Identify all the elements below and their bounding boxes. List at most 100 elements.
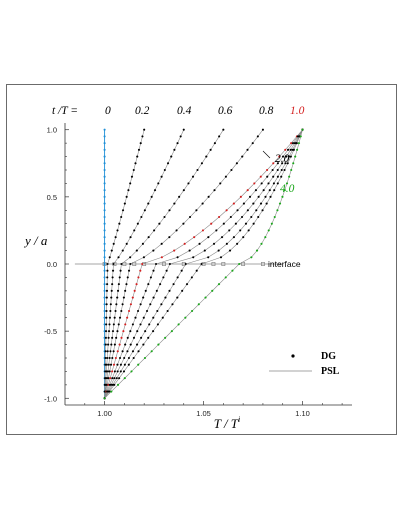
- dg-point-t-0_6: [168, 209, 171, 212]
- dg-point-t-1_2: [111, 377, 114, 380]
- dg-point-t-0_4: [109, 309, 112, 313]
- dg-point-t-0_4: [166, 162, 170, 165]
- dg-point-t-1_4: [246, 209, 249, 212]
- dg-point-t-4_0: [292, 162, 295, 165]
- dg-point-t-0_4: [107, 330, 111, 333]
- dg-point-t-0_2: [108, 256, 111, 259]
- dg-point-t-2_0: [236, 242, 239, 245]
- dg-point-t-1_4: [155, 289, 158, 292]
- dg-point-t-0_6: [182, 189, 185, 192]
- dg-point-t-4_0: [270, 222, 273, 225]
- dg-point-t-0_4: [147, 202, 150, 205]
- dg-point-t-0_8: [246, 148, 249, 151]
- dg-point-t-1_0: [137, 276, 140, 279]
- dg-point-t-4_0: [255, 249, 259, 252]
- dg-point-t-1_6: [152, 316, 155, 319]
- dg-point-t-0: [103, 209, 106, 212]
- dg-point-t-1_4: [192, 256, 195, 259]
- label-pointer-2_0: [262, 150, 271, 159]
- dg-point-t-1_0: [290, 142, 293, 145]
- dg-point-t-1_4: [145, 309, 149, 313]
- dg-point-t-1_0: [201, 229, 204, 232]
- dg-point-t-0_4: [163, 168, 166, 172]
- dg-point-t-0: [103, 242, 106, 245]
- dg-point-t-1_2: [276, 162, 279, 165]
- dg-point-t-1_0: [218, 215, 221, 219]
- dg-point-t-0_2: [112, 242, 115, 245]
- dg-point-t-2_0: [156, 323, 159, 326]
- dg-point-t-4_0: [184, 316, 187, 319]
- dg-point-t-0_2: [130, 175, 134, 178]
- dg-point-t-1_0: [225, 209, 228, 212]
- dg-point-t-0_8: [213, 189, 216, 192]
- dg-point-t-0_2: [104, 356, 107, 360]
- dg-point-t-0: [103, 249, 106, 252]
- dg-point-t-0_2: [143, 128, 146, 131]
- dg-point-t-4_0: [211, 289, 214, 292]
- x-axis-title: T / Ti: [214, 415, 241, 431]
- dg-point-t-2_0: [108, 390, 111, 393]
- dg-point-t-4_0: [137, 363, 140, 366]
- dg-point-t-1_2: [236, 209, 239, 212]
- dg-point-t-2_0: [219, 256, 223, 259]
- legend-psl-label: PSL: [321, 366, 340, 377]
- dg-point-t-1_4: [126, 350, 129, 353]
- dg-point-t-0_8: [175, 229, 178, 232]
- dg-point-t-0_6: [118, 276, 121, 279]
- dg-point-t-1_6: [259, 202, 263, 205]
- dg-point-t-0: [103, 309, 106, 313]
- y-tick-label: 0.5: [47, 193, 57, 202]
- dg-point-t-2_0: [137, 350, 140, 353]
- dg-point-t-0_2: [137, 148, 141, 151]
- dg-point-t-0_4: [105, 370, 108, 373]
- dg-point-t-0_2: [104, 363, 107, 366]
- dg-point-t-1_0: [133, 289, 136, 292]
- dg-point-t-0_4: [173, 148, 176, 151]
- dg-point-t-1_2: [266, 175, 269, 178]
- dg-point-t-1_4: [149, 303, 152, 306]
- dg-point-t-0_8: [109, 363, 113, 366]
- dg-point-t-0: [103, 289, 106, 292]
- dg-point-t-2_0: [261, 209, 264, 212]
- dg-point-t-0: [103, 189, 106, 192]
- dg-point-t-0_2: [105, 330, 108, 333]
- dg-point-t-1_0: [120, 336, 123, 339]
- curve-label-t-0: 0: [105, 105, 111, 117]
- dg-point-t-4_0: [204, 296, 207, 299]
- dg-point-t-4_0: [273, 215, 276, 219]
- dg-point-t-1_2: [188, 249, 191, 252]
- dg-point-t-4_0: [157, 343, 160, 346]
- dg-point-t-0: [103, 168, 106, 172]
- dg-point-t-0: [103, 262, 106, 266]
- dg-point-t-1_2: [144, 289, 147, 292]
- dg-point-t-2_0: [171, 303, 174, 306]
- dg-point-t-1_6: [148, 323, 151, 326]
- dg-point-t-2_0: [292, 148, 295, 151]
- dg-point-t-1_4: [267, 182, 270, 185]
- dg-point-t-4_0: [110, 390, 113, 393]
- dg-point-t-4_0: [103, 397, 106, 400]
- x-tick-label: 1.05: [196, 409, 211, 418]
- dg-point-t-1_6: [264, 195, 267, 198]
- dg-point-t-1_4: [162, 276, 165, 279]
- dg-point-t-4_0: [283, 189, 286, 192]
- dg-point-t-4_0: [238, 262, 241, 266]
- dg-point-t-1_0: [259, 175, 262, 178]
- dg-point-t-1_4: [240, 215, 244, 219]
- dg-point-t-1_6: [250, 215, 253, 219]
- dg-point-t-1_0: [232, 202, 235, 205]
- dg-point-t-0_4: [108, 323, 111, 326]
- dg-point-t-0_6: [106, 370, 110, 373]
- dg-point-t-0_2: [141, 135, 144, 138]
- dg-point-t-1_2: [149, 276, 152, 279]
- dg-point-t-4_0: [116, 383, 120, 386]
- dg-point-t-1_0: [118, 343, 121, 346]
- dg-point-t-1_6: [225, 242, 228, 245]
- dg-point-t-1_6: [217, 249, 220, 252]
- dg-point-t-1_6: [127, 356, 130, 360]
- dg-point-t-1_0: [239, 195, 242, 198]
- dg-point-t-0: [103, 142, 106, 145]
- dg-point-t-1_6: [276, 175, 279, 178]
- dg-point-t-0_4: [140, 215, 143, 219]
- dg-point-t-0_8: [120, 309, 123, 313]
